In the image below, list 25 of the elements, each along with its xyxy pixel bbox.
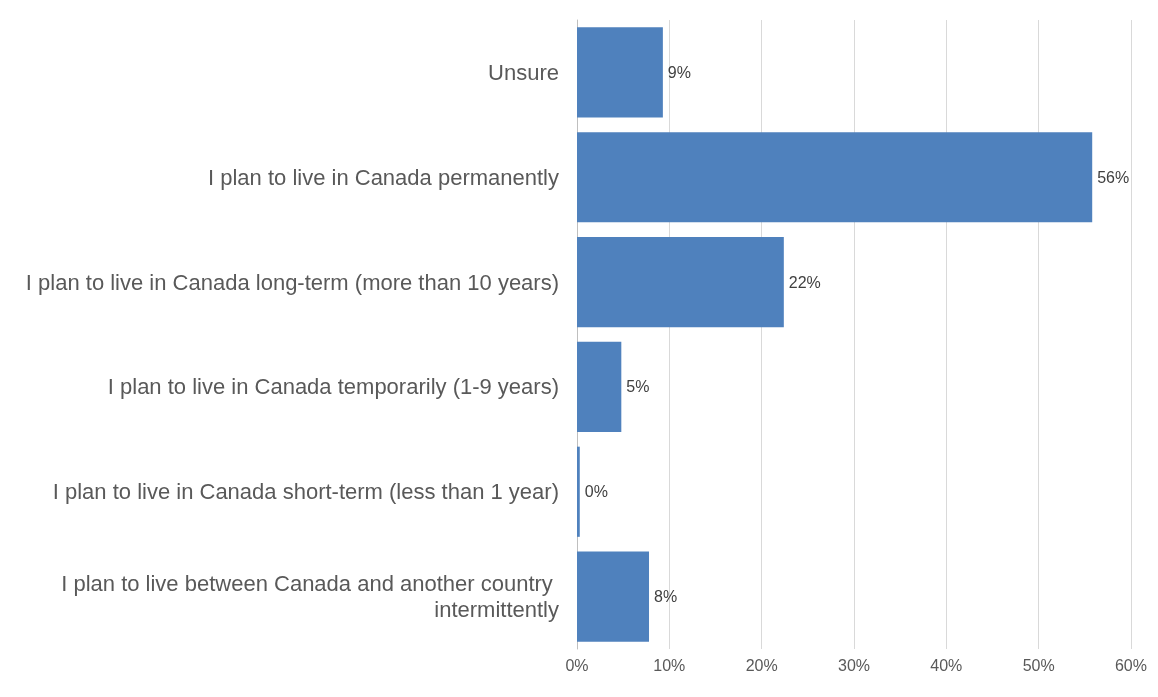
bar — [577, 237, 784, 328]
bar — [577, 551, 650, 642]
data-label: 56% — [1097, 168, 1130, 186]
x-tick-label: 30% — [837, 656, 871, 674]
y-tick-label: I plan to live between Canada and another country intermittently — [61, 571, 559, 623]
bar — [577, 446, 580, 537]
y-tick-label: Unsure — [488, 59, 559, 85]
x-tick-label: 50% — [1022, 656, 1055, 674]
x-tick-label: 60% — [1114, 656, 1147, 674]
y-tick-label: I plan to live in Canada short-term (less than 1 year) — [52, 479, 559, 505]
bar — [577, 27, 663, 118]
data-label: 8% — [654, 588, 678, 606]
bar — [577, 132, 1093, 223]
y-tick-label: I plan to live in Canada long-term (more than 10 years) — [25, 269, 559, 295]
data-label: 22% — [788, 273, 821, 291]
x-tick-label: 20% — [745, 656, 778, 674]
x-tick-label: 10% — [653, 656, 686, 674]
data-label: 5% — [626, 378, 650, 396]
x-tick-label: 0% — [565, 656, 589, 674]
x-tick-label: 40% — [930, 656, 963, 674]
bar — [577, 341, 622, 432]
y-tick-label: I plan to live in Canada temporarily (1-9 years) — [107, 374, 559, 400]
data-label: 9% — [667, 63, 691, 81]
y-tick-label: I plan to live in Canada permanently — [208, 164, 559, 190]
data-label: 0% — [584, 483, 608, 501]
